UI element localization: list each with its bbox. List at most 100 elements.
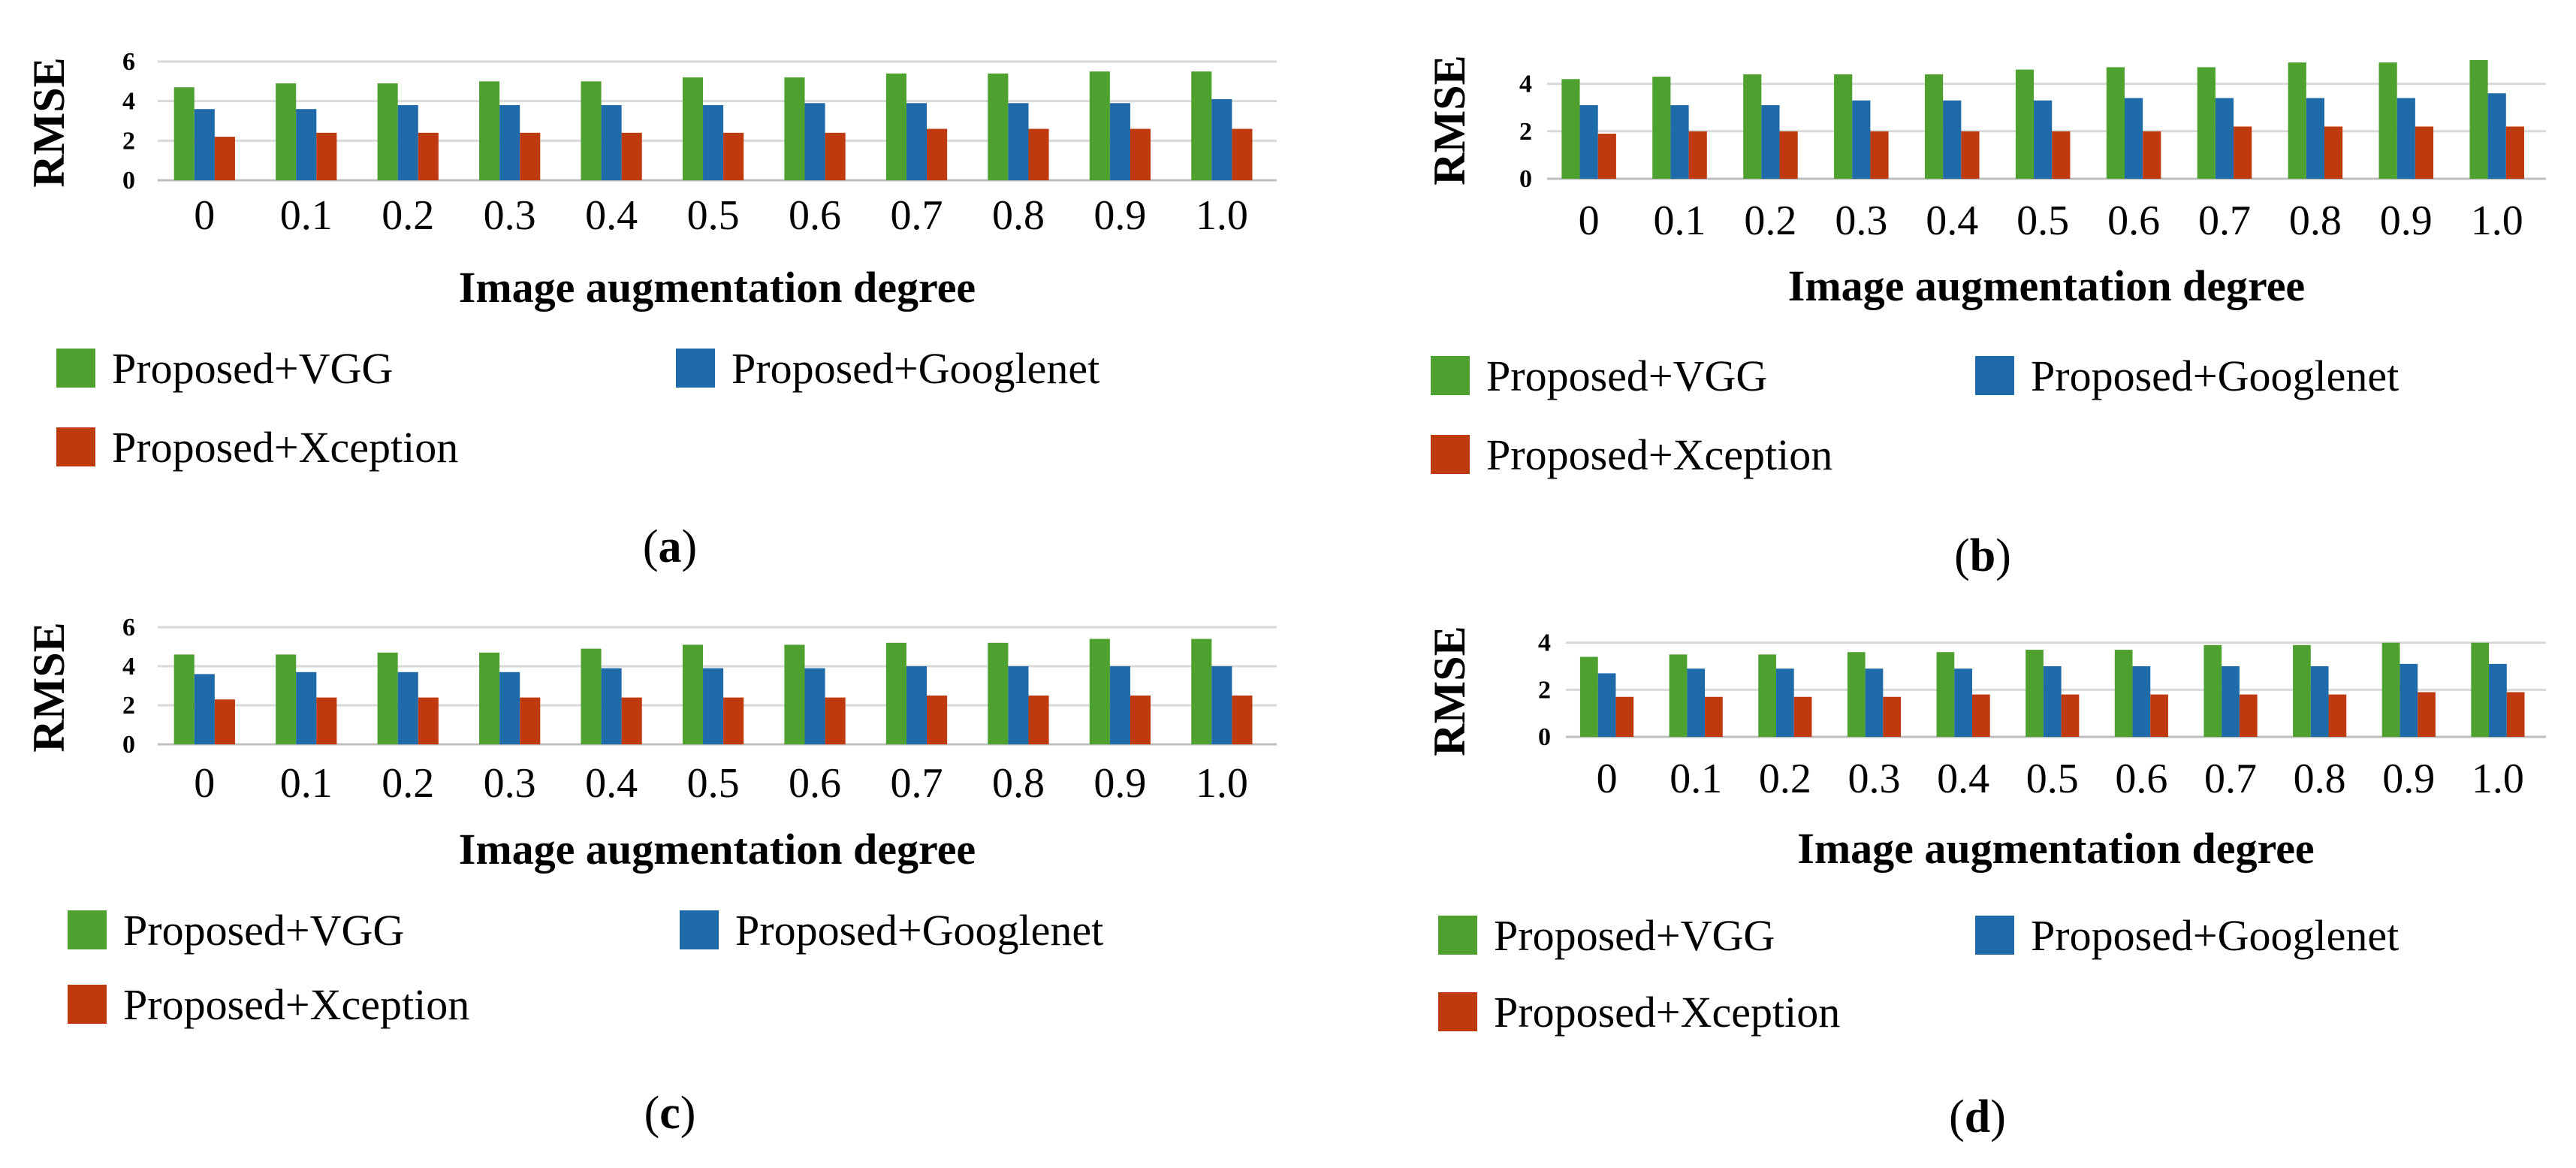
bar-googlenet-1_0 <box>1211 99 1232 180</box>
y-tick-label: 2 <box>1519 118 1532 146</box>
bar-googlenet-0_7 <box>2215 98 2234 179</box>
legend-label-googlenet: Proposed+Googlenet <box>731 344 1099 393</box>
panel-label: (d) <box>1949 1091 2006 1142</box>
x-axis-label: Image augmentation degree <box>1797 824 2314 873</box>
bar-vgg-0_3 <box>479 81 500 180</box>
bar-googlenet-0_2 <box>1775 669 1794 737</box>
x-axis-label: Image augmentation degree <box>459 263 976 312</box>
y-tick-label: 6 <box>122 48 135 76</box>
bar-googlenet-0_6 <box>2132 666 2151 737</box>
bar-vgg-0_7 <box>2197 67 2216 179</box>
bar-xception-0_1 <box>316 697 337 744</box>
bar-vgg-0_6 <box>784 644 805 744</box>
bar-vgg-0_7 <box>2203 644 2222 737</box>
x-tick-label: 0.6 <box>789 192 841 239</box>
y-tick-label: 2 <box>122 127 135 155</box>
y-axis-label: RMSE <box>1425 55 1474 185</box>
bar-vgg-1_0 <box>1191 638 1212 744</box>
chart-panel-c: 0 2 4 6 0 0.1 0.2 0.3 0.4 0.5 0.6 0.7 0.8 0.9 1.0 Image… <box>0 582 1288 1168</box>
bar-xception-0_8 <box>2324 126 2343 179</box>
bar-googlenet-0_8 <box>1008 103 1029 180</box>
x-tick-label: 0.7 <box>890 192 943 239</box>
bar-vgg-0_1 <box>1669 654 1688 737</box>
bar-xception-0_1 <box>316 132 337 180</box>
bar-googlenet-1_0 <box>2489 663 2507 737</box>
y-tick-label: 2 <box>122 692 135 720</box>
bar-googlenet-0_2 <box>1761 105 1780 179</box>
x-tick-label: 0.1 <box>280 192 333 239</box>
bar-googlenet-0_7 <box>906 666 928 744</box>
bar-vgg-0_7 <box>885 642 906 744</box>
legend-swatch-vgg <box>1438 916 1477 955</box>
legend-label-vgg: Proposed+VGG <box>123 906 404 955</box>
panel-label: (b) <box>1954 530 2011 581</box>
x-tick-label: 0 <box>194 760 215 807</box>
bar-xception-0_4 <box>621 132 642 180</box>
x-tick-label: 0.8 <box>2289 198 2342 244</box>
bar-xception-0_5 <box>2052 131 2071 179</box>
y-tick-label: 0 <box>122 167 135 195</box>
legend-swatch-googlenet <box>1975 356 2014 395</box>
x-tick-label: 0 <box>1579 198 1600 244</box>
bar-xception-0_9 <box>2418 692 2436 737</box>
bar-vgg-0_3 <box>1834 74 1853 180</box>
bar-xception-0_8 <box>1028 696 1049 744</box>
bar-xception-1_0 <box>1232 128 1253 180</box>
x-tick-label: 0.7 <box>890 760 943 807</box>
bar-googlenet-0_2 <box>397 104 418 180</box>
bar-vgg-0_5 <box>2015 69 2035 179</box>
bar-vgg-0_3 <box>1847 652 1866 737</box>
y-tick-label: 4 <box>1538 629 1551 657</box>
legend-swatch-vgg <box>1431 356 1470 395</box>
bar-vgg-0_6 <box>2114 650 2133 737</box>
bar-xception-0_1 <box>1688 131 1707 179</box>
x-axis-label: Image augmentation degree <box>459 825 976 874</box>
chart-svg-b: 0 2 4 0 0.1 0.2 0.3 0.4 0.5 0.6 0.7 0.8 0.9 1.0 Image … <box>1425 55 2546 581</box>
bar-xception-0 <box>214 699 235 744</box>
bar-googlenet-0_4 <box>1943 100 1962 179</box>
chart-svg-d: 0 2 4 0 0.1 0.2 0.3 0.4 0.5 0.6 0.7 0.8 0.9 1.0 Image … <box>1425 626 2546 1142</box>
bar-xception-0_8 <box>1028 128 1049 180</box>
bar-xception-1_0 <box>1232 696 1253 744</box>
bar-xception-0_2 <box>418 697 439 744</box>
bar-googlenet-0_9 <box>1109 103 1130 180</box>
bar-vgg-0 <box>1561 79 1580 179</box>
x-tick-label: 0.8 <box>992 760 1045 807</box>
bar-xception-0 <box>1615 696 1634 737</box>
bar-xception-0_3 <box>520 697 541 744</box>
legend-swatch-xception <box>1431 435 1470 474</box>
x-tick-label: 0.8 <box>2294 756 2346 802</box>
bar-vgg-0_4 <box>581 81 602 180</box>
x-tick-label: 1.0 <box>2472 756 2524 802</box>
bar-googlenet-0_4 <box>601 104 622 180</box>
bar-vgg-0_3 <box>479 652 500 744</box>
bar-googlenet-0_3 <box>499 672 520 744</box>
bar-xception-0_9 <box>1130 128 1151 180</box>
bar-xception-0_9 <box>2415 126 2434 179</box>
bar-vgg-0_6 <box>2106 67 2125 179</box>
x-tick-label: 0.2 <box>382 760 434 807</box>
legend-label-xception: Proposed+Xception <box>112 423 458 472</box>
bar-xception-0_4 <box>1971 694 1990 737</box>
y-tick-label: 4 <box>122 88 135 116</box>
x-tick-label: 0.4 <box>1926 198 1978 244</box>
bar-xception-0_9 <box>1130 696 1151 744</box>
legend-label-googlenet: Proposed+Googlenet <box>2031 352 2399 400</box>
bar-vgg-0_9 <box>2378 62 2397 179</box>
y-tick-label: 0 <box>1538 723 1551 751</box>
x-tick-label: 0.4 <box>585 760 638 807</box>
bar-xception-0_7 <box>927 696 948 744</box>
bar-vgg-0 <box>173 87 195 180</box>
bar-xception-0_7 <box>2234 126 2252 179</box>
y-tick-label: 6 <box>122 614 135 641</box>
x-tick-label: 0.6 <box>2115 756 2167 802</box>
x-tick-label: 0.3 <box>1835 198 1887 244</box>
bar-xception-0_6 <box>825 132 846 180</box>
x-tick-label: 0.2 <box>1744 198 1796 244</box>
bar-xception-0_6 <box>2150 694 2168 737</box>
bar-vgg-0_6 <box>784 77 805 180</box>
bar-vgg-0 <box>173 654 195 744</box>
bar-googlenet-0_5 <box>2034 100 2053 179</box>
bar-googlenet-0_9 <box>2400 663 2418 737</box>
bar-googlenet-0 <box>1597 673 1616 737</box>
